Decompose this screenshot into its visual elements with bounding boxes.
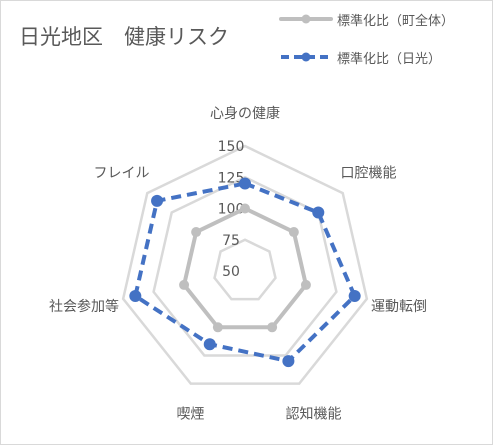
- series-0-point-2: [300, 279, 311, 290]
- series-1-point-3: [282, 355, 295, 368]
- category-label-0: 心身の健康: [210, 105, 280, 122]
- grid-ring-125: [152, 175, 338, 357]
- series-0-point-3: [267, 322, 278, 333]
- series-1-point-6: [151, 194, 164, 207]
- series-0-point-6: [191, 227, 202, 238]
- tick-label-75: 75: [222, 233, 240, 249]
- series-1-point-1: [312, 206, 325, 219]
- series-line-0: [182, 206, 308, 330]
- series-0-point-4: [212, 322, 223, 333]
- chart-title: 日光地区 健康リスク: [19, 25, 229, 49]
- legend-label-nikko: 標準化比（日光）: [337, 52, 442, 67]
- series-0-point-0: [240, 203, 250, 214]
- series-0-point-5: [179, 279, 190, 290]
- legend-label-town: 標準化比（町全体）: [337, 14, 455, 29]
- tick-label-50: 50: [222, 264, 240, 280]
- category-label-1: 口腔機能: [341, 165, 397, 181]
- series-1-point-4: [203, 338, 216, 351]
- category-label-5: 社会参加等: [49, 298, 119, 315]
- legend-marker-town: [279, 14, 333, 24]
- category-label-2: 運動転倒: [371, 299, 427, 315]
- series-0-point-1: [288, 227, 299, 238]
- tick-label-125: 125: [218, 170, 245, 186]
- tick-label-150: 150: [218, 139, 245, 155]
- series-1-point-5: [129, 290, 142, 303]
- grid-ring-75: [213, 238, 277, 301]
- legend-marker-nikko: [281, 52, 331, 62]
- series-1-point-2: [348, 290, 361, 303]
- category-label-6: フレイル: [93, 165, 149, 181]
- series-line-1: [133, 181, 357, 364]
- category-label-4: 喫煙: [176, 406, 204, 422]
- grid-ring-150: [121, 144, 369, 385]
- series-1-point-0: [239, 177, 251, 190]
- category-label-3: 認知機能: [286, 405, 342, 422]
